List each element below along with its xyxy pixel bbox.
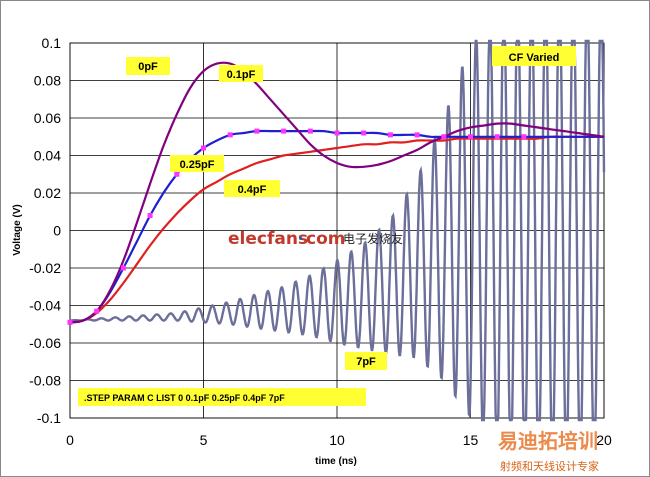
label-step-param-box <box>78 388 366 406</box>
y-tick-label: 0.08 <box>34 73 61 89</box>
corner-watermark-subtitle: 射频和天线设计专家 <box>500 459 599 473</box>
y-tick-label: -0.1 <box>37 410 61 426</box>
label-step-param-text: .STEP PARAM C LIST 0 0.1pF 0.25pF 0.4pF … <box>84 393 285 403</box>
label-0pf-text: 0pF <box>138 61 158 73</box>
label-step-param: .STEP PARAM C LIST 0 0.1pF 0.25pF 0.4pF … <box>78 388 366 406</box>
data-point-025pf <box>441 134 447 140</box>
y-tick-label: 0.1 <box>42 35 62 51</box>
series-layer <box>69 39 606 422</box>
label-cf-varied: CF Varied <box>492 46 576 66</box>
marker-layer <box>67 128 527 325</box>
label-04pf-box <box>224 180 280 197</box>
data-point-025pf <box>254 128 260 134</box>
data-point-025pf <box>201 145 206 151</box>
y-tick-labels: 0.1 0.08 0.06 0.04 0.02 0 -0.02 -0.04 -0.06 -0.08… <box>29 35 61 426</box>
elecfans-watermark-dot: · <box>298 230 304 248</box>
data-point-025pf <box>334 130 340 136</box>
y-tick-label: -0.02 <box>29 260 61 276</box>
x-tick-label: 15 <box>463 432 479 448</box>
data-point-025pf <box>494 134 500 140</box>
y-tick-label: 0.04 <box>34 148 61 164</box>
data-point-025pf <box>67 319 73 325</box>
data-point-025pf <box>414 132 420 138</box>
data-point-025pf <box>387 132 393 138</box>
y-tick-label: 0.06 <box>34 110 61 126</box>
label-025pf-text: 0.25pF <box>180 159 215 171</box>
label-025pf: 0.25pF <box>170 155 224 172</box>
y-tick-label: -0.04 <box>29 298 61 314</box>
data-point-025pf <box>227 132 233 138</box>
corner-watermark-title: 易迪拓培训 <box>498 429 598 453</box>
y-tick-label: -0.08 <box>29 373 61 389</box>
label-04pf: 0.4pF <box>224 180 280 197</box>
series-line-7pf <box>70 39 606 422</box>
series-line-01pf <box>69 61 605 324</box>
x-tick-label: 20 <box>596 432 612 448</box>
data-point-025pf <box>307 128 313 134</box>
series-line-04pf <box>69 135 605 324</box>
y-tick-label: -0.06 <box>29 335 61 351</box>
x-tick-label: 5 <box>200 432 208 448</box>
label-01pf: 0.1pF <box>219 65 263 82</box>
y-axis-label: Voltage (V) <box>12 204 23 255</box>
y-tick-label: 0.02 <box>34 185 61 201</box>
data-point-025pf <box>94 308 100 314</box>
x-tick-label: 10 <box>329 432 345 448</box>
data-point-025pf <box>174 171 180 177</box>
label-7pf-box <box>345 352 387 370</box>
label-cf-varied-box <box>492 46 576 66</box>
label-7pf-text: 7pF <box>356 356 376 368</box>
data-point-025pf <box>468 134 473 140</box>
data-point-025pf <box>147 213 153 218</box>
label-0pf: 0pF <box>126 57 170 75</box>
elecfans-watermark-domain: com <box>306 229 345 249</box>
x-tick-label: 0 <box>66 432 74 448</box>
corner-watermark: 易迪拓培训 射频和天线设计专家 <box>498 429 599 473</box>
label-0pf-box <box>126 57 170 75</box>
label-cf-varied-text: CF Varied <box>509 52 560 64</box>
label-025pf-box <box>170 155 224 172</box>
x-axis-label: time (ns) <box>315 456 357 467</box>
data-point-025pf <box>521 134 527 140</box>
data-point-025pf <box>120 265 126 271</box>
elecfans-watermark-cn: 电子发烧友 <box>343 231 403 246</box>
x-tick-labels: 0 5 10 15 20 <box>66 432 612 448</box>
label-01pf-text: 0.1pF <box>227 69 256 81</box>
data-point-025pf <box>281 128 287 134</box>
label-04pf-text: 0.4pF <box>238 184 267 196</box>
data-point-025pf <box>361 130 367 136</box>
label-7pf: 7pF <box>345 352 387 370</box>
elecfans-watermark: elecfans · com 电子发烧友 <box>228 229 403 249</box>
y-tick-label: 0 <box>53 223 61 239</box>
label-01pf-box <box>219 65 263 82</box>
elecfans-watermark-name: elecfans <box>228 229 308 249</box>
